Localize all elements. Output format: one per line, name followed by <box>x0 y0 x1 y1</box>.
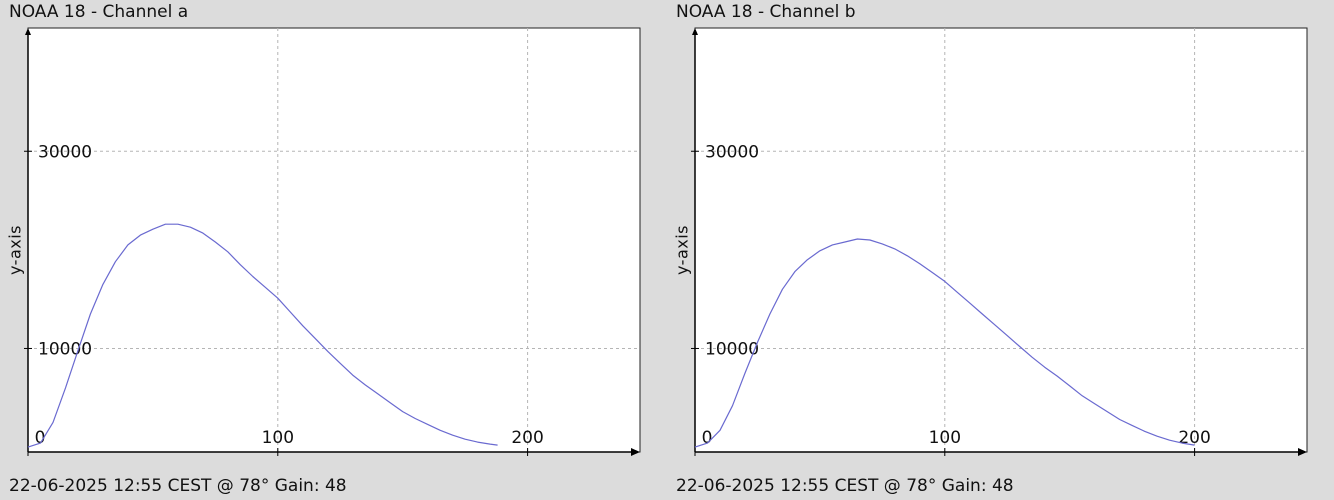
chart-footer: 22-06-2025 12:55 CEST @ 78° Gain: 48 <box>9 476 347 496</box>
x-tick-label: 100 <box>929 428 961 448</box>
series-line <box>27 223 498 448</box>
plot-background <box>694 27 1308 453</box>
y-tick-label: 30000 <box>705 142 759 162</box>
plot-area: 0 100 200 10000 30000 <box>24 27 641 456</box>
x-tick-label: 200 <box>511 428 543 448</box>
chart-panel-b: NOAA 18 - Channel b y-axis 0 100 200 10000 3… <box>667 0 1334 500</box>
x-tick-label: 200 <box>1178 428 1210 448</box>
y-axis-arrow <box>692 28 698 35</box>
chart-panel-a: NOAA 18 - Channel a y-axis 0 100 200 10000 3… <box>6 2 641 496</box>
x-tick-label: 0 <box>702 428 713 448</box>
y-axis-arrow <box>25 28 31 35</box>
x-axis-arrow <box>631 448 640 456</box>
plot-area: 0 100 200 10000 30000 <box>691 27 1308 456</box>
series-line <box>694 238 1195 448</box>
chart-title: NOAA 18 - Channel b <box>676 2 856 22</box>
y-tick-label: 10000 <box>705 339 759 359</box>
plot-background <box>27 27 641 453</box>
x-tick-label: 0 <box>35 428 46 448</box>
chart-title: NOAA 18 - Channel a <box>9 2 189 22</box>
x-axis-arrow <box>1298 448 1307 456</box>
y-tick-label: 10000 <box>38 339 92 359</box>
x-tick-label: 100 <box>262 428 294 448</box>
chart-footer: 22-06-2025 12:55 CEST @ 78° Gain: 48 <box>676 476 1014 496</box>
y-tick-label: 30000 <box>38 142 92 162</box>
